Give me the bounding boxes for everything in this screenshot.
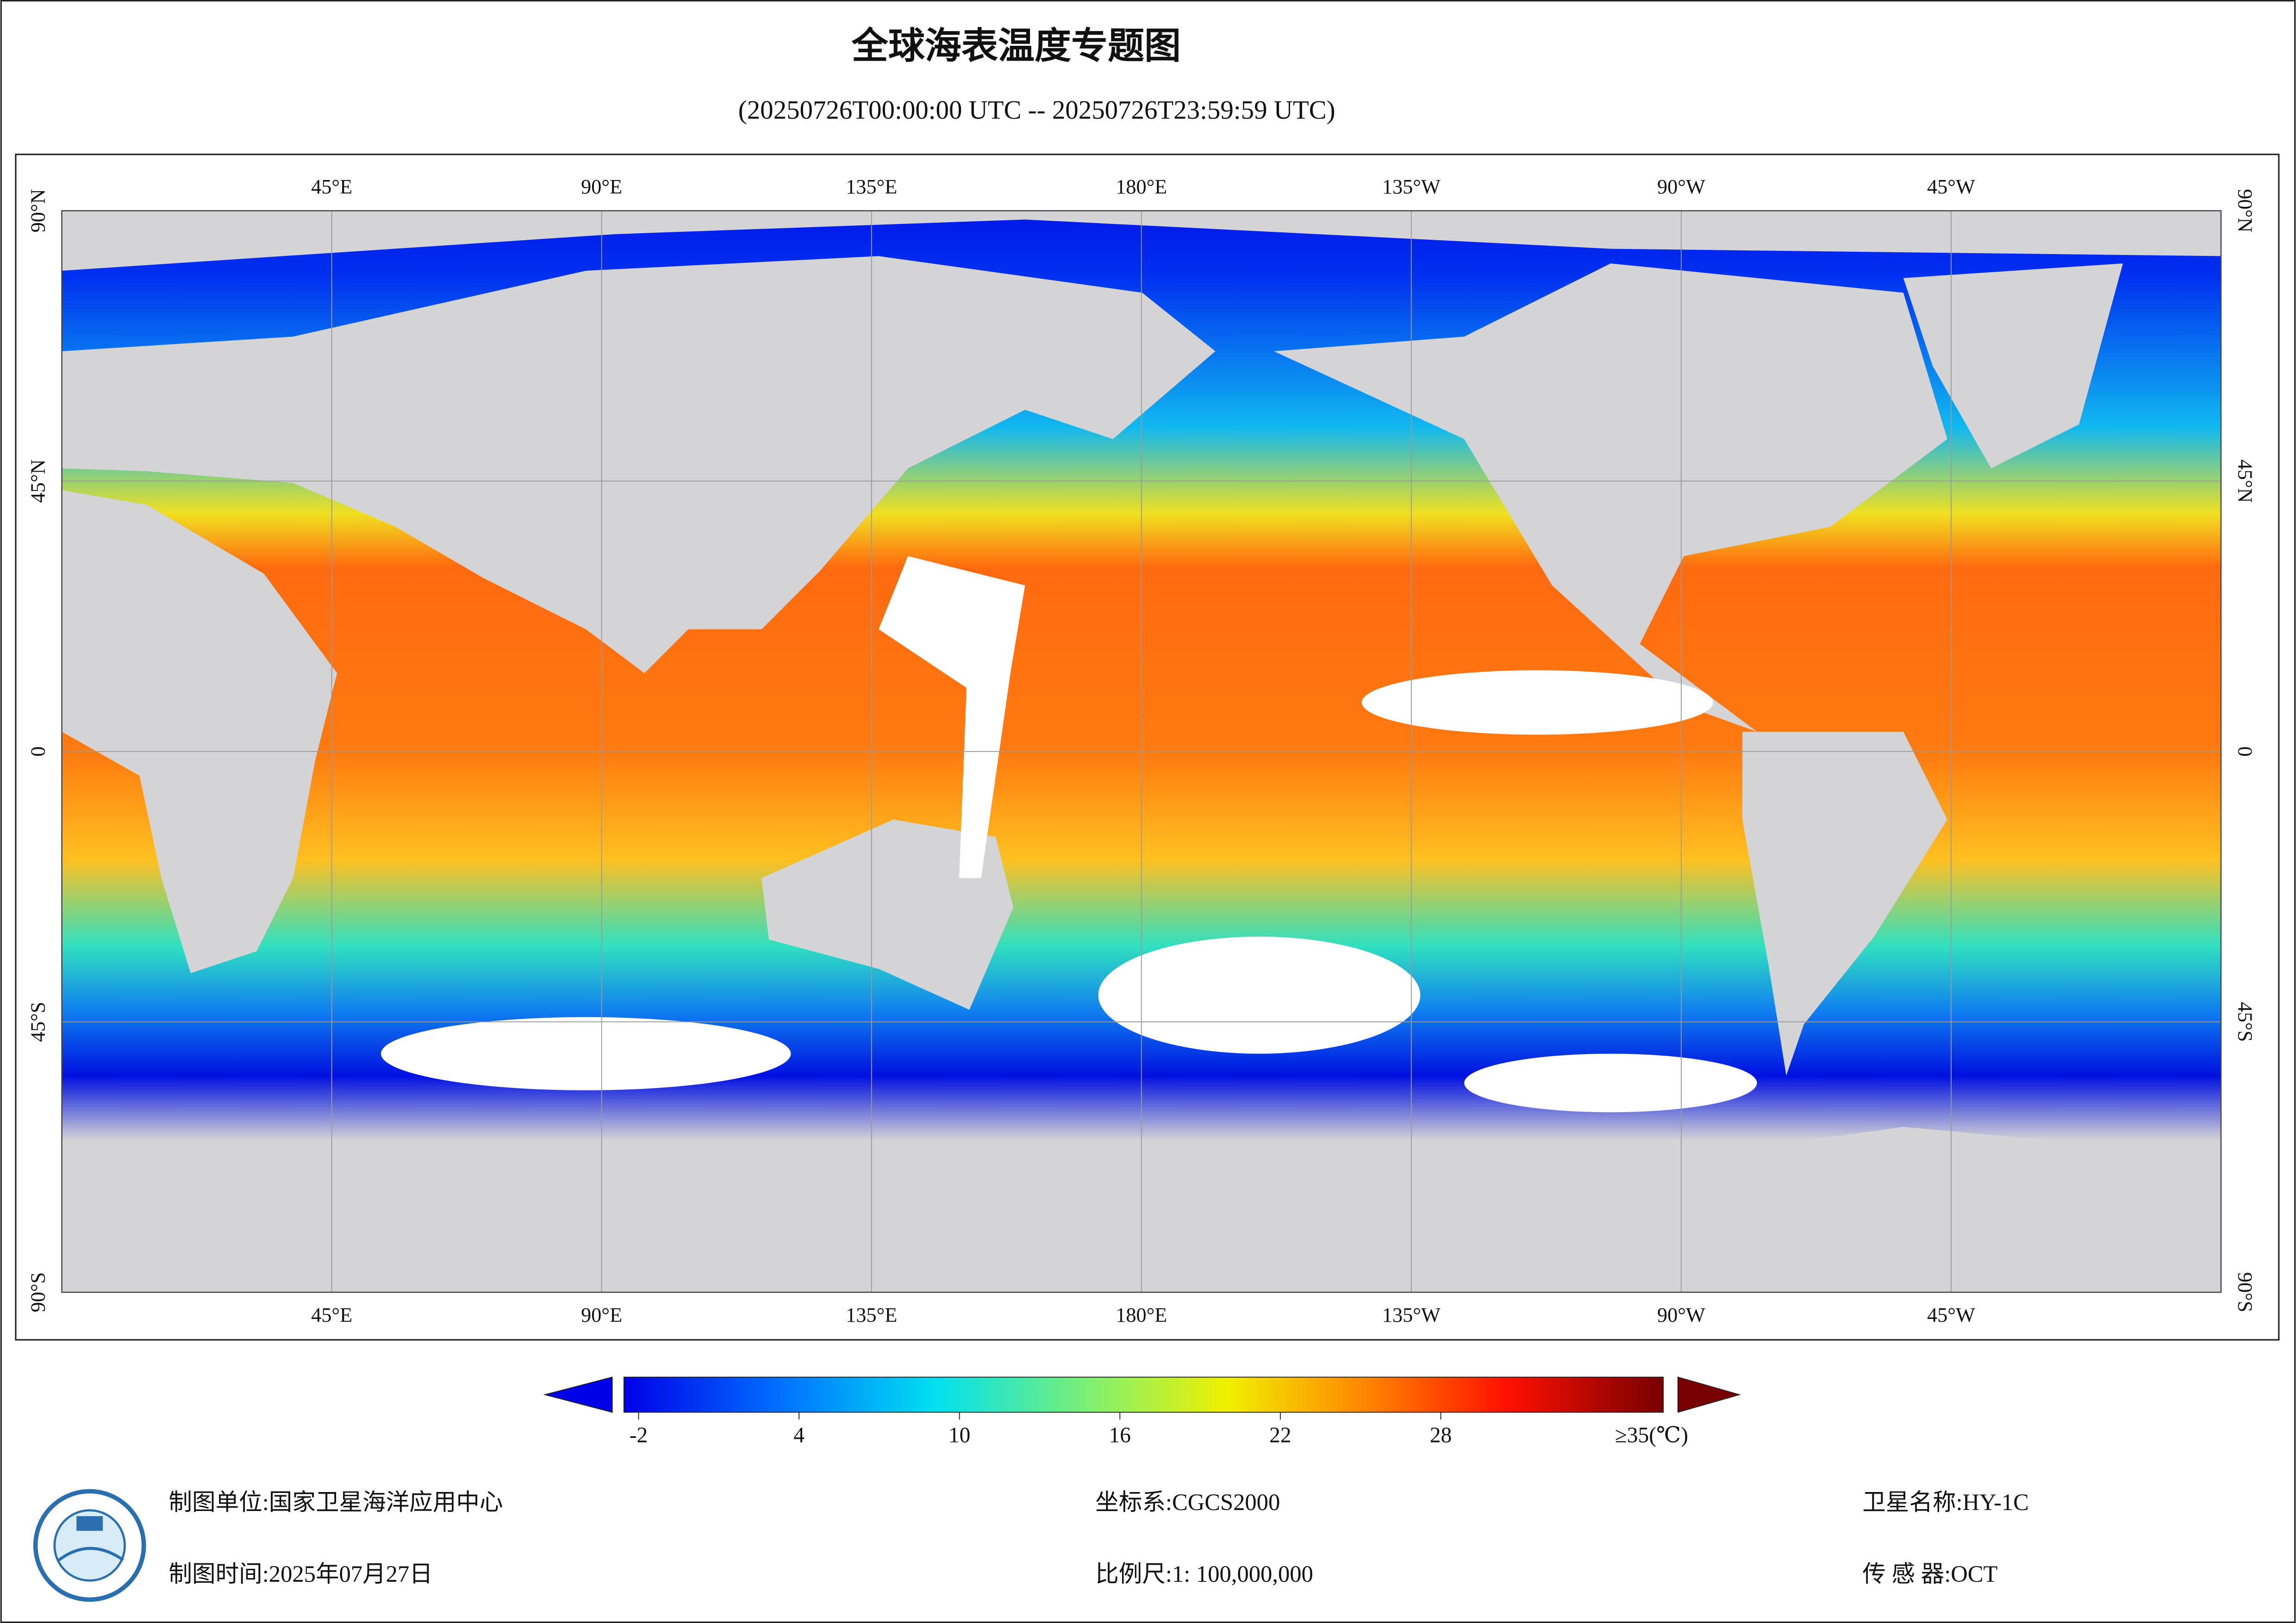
lat-label: 90°S	[2234, 1272, 2256, 1312]
colorbar-max-label: ≥35(℃)	[1615, 1423, 1688, 1447]
map-frame	[15, 154, 2280, 1341]
colorbar-tick-label: 28	[1430, 1423, 1452, 1447]
footer-field: 比例尺:1: 100,000,000	[1095, 1561, 1313, 1586]
lon-label: 90°W	[1657, 175, 1705, 198]
subtitle: (20250726T00:00:00 UTC -- 20250726T23:59…	[738, 96, 1335, 125]
lon-label: 90°E	[581, 175, 622, 198]
lat-label: 45°S	[26, 1002, 49, 1042]
footer-field: 卫星名称:HY-1C	[1862, 1489, 2029, 1515]
lon-label: 135°W	[1382, 1304, 1441, 1326]
field-label: 制图单位:	[168, 1489, 268, 1515]
field-label: 制图时间:	[168, 1561, 268, 1586]
logo-wave	[58, 1547, 125, 1561]
field-value: OCT	[1951, 1561, 1997, 1586]
field-label: 坐标系:	[1095, 1489, 1172, 1515]
lon-label: 135°W	[1382, 175, 1441, 198]
lat-label: 0	[26, 746, 49, 757]
lat-label: 45°S	[2234, 1002, 2256, 1042]
map: 45°E 45°E 90°E 90°E 135°E 135°E 180°E 180°E 135°…	[26, 175, 2256, 1326]
lon-label: 45°W	[1927, 1304, 1975, 1326]
lat-label: 45°N	[2234, 460, 2256, 503]
field-value: 1: 100,000,000	[1172, 1561, 1313, 1586]
north-america	[1273, 263, 1947, 732]
colorbar-tick-label: 22	[1269, 1423, 1291, 1447]
field-label: 卫星名称:	[1862, 1489, 1962, 1515]
lon-label: 90°W	[1657, 1304, 1705, 1326]
lat-label: 45°N	[26, 460, 49, 503]
lon-label: 45°W	[1927, 175, 1975, 198]
logo-satellite	[76, 1516, 103, 1531]
map-border	[61, 210, 2222, 1293]
lat-label: 0	[2234, 746, 2256, 757]
cloud	[1361, 670, 1713, 735]
lat-label: 90°S	[26, 1272, 49, 1312]
lon-label: 180°E	[1116, 1304, 1167, 1326]
colorbar-tick-label: 4	[793, 1423, 805, 1447]
lat-label: 90°N	[26, 189, 49, 232]
logo-globe	[53, 1509, 126, 1582]
field-value: 2025年07月27日	[269, 1561, 433, 1586]
cloud	[1464, 1053, 1757, 1113]
greenland	[1903, 263, 2123, 468]
footer-field: 制图单位:国家卫星海洋应用中心	[168, 1489, 503, 1515]
australia	[761, 819, 1014, 1010]
footer-field: 坐标系:CGCS2000	[1095, 1489, 1280, 1515]
colorbar-min-arrow	[543, 1376, 613, 1413]
field-value: CGCS2000	[1172, 1489, 1280, 1515]
title: 全球海表温度专题图	[851, 25, 1181, 67]
cloud	[381, 1017, 791, 1090]
lon-label: 45°E	[311, 1304, 352, 1326]
colorbar-ticks: -2 4 10 16 22 28	[630, 1412, 1452, 1447]
logo	[33, 1489, 146, 1602]
africa	[62, 490, 337, 973]
footer: 制图单位:国家卫星海洋应用中心制图时间:2025年07月27日坐标系:CGCS2…	[168, 1489, 2028, 1586]
swath-gap	[879, 556, 1025, 878]
eurasia	[62, 256, 1216, 673]
footer-field: 制图时间:2025年07月27日	[168, 1561, 432, 1586]
field-value: 国家卫星海洋应用中心	[269, 1489, 503, 1515]
field-label: 传 感 器:	[1862, 1561, 1951, 1586]
colorbar-tick-label: -2	[630, 1423, 648, 1447]
lon-label: 135°E	[846, 1304, 897, 1326]
lon-label: 90°E	[581, 1304, 622, 1326]
colorbar-tick-label: 16	[1109, 1423, 1131, 1447]
colorbar-tick-label: 10	[948, 1423, 970, 1447]
lat-label: 90°N	[2234, 189, 2256, 232]
colorbar-max-arrow	[1677, 1376, 1741, 1413]
field-value: HY-1C	[1963, 1489, 2029, 1515]
cloud	[1098, 936, 1421, 1054]
footer-field: 传 感 器:OCT	[1862, 1561, 1997, 1586]
colorbar: -2 4 10 16 22 28 ≥35(℃)	[543, 1376, 1741, 1447]
field-label: 比例尺:	[1095, 1561, 1172, 1586]
graticule: 45°E 45°E 90°E 90°E 135°E 135°E 180°E 180°E 135°…	[26, 175, 2256, 1326]
lon-label: 135°E	[846, 175, 897, 198]
lon-label: 45°E	[311, 175, 352, 198]
south-america	[1742, 732, 1947, 1076]
lon-label: 180°E	[1116, 175, 1167, 198]
colorbar-bar	[623, 1376, 1664, 1413]
no-data	[381, 556, 1757, 1113]
